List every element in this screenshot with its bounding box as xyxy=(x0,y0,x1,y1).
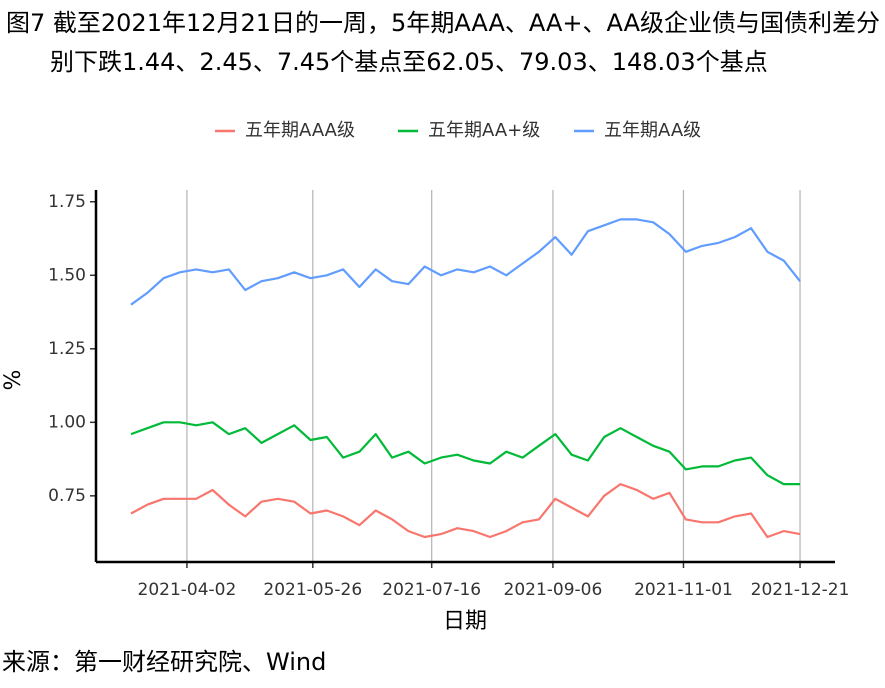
y-axis-label: % xyxy=(1,370,26,391)
x-tick-label: 2021-05-26 xyxy=(263,580,362,600)
y-tick-label: 0.75 xyxy=(48,486,86,506)
y-tick-label: 1.25 xyxy=(48,339,86,359)
x-tick-label: 2021-12-21 xyxy=(751,580,850,600)
series-line xyxy=(130,421,800,486)
x-tick-label: 2021-07-16 xyxy=(382,580,481,600)
series-line xyxy=(130,483,801,539)
x-tick-label: 2021-09-06 xyxy=(504,580,603,600)
legend-label: 五年期AA级 xyxy=(604,120,701,141)
series-line xyxy=(130,218,801,306)
x-tick-label: 2021-11-01 xyxy=(634,580,733,600)
x-tick-label: 2021-04-02 xyxy=(138,580,237,600)
y-tick-label: 1.00 xyxy=(48,412,86,432)
x-axis-label: 日期 xyxy=(443,609,487,634)
y-tick-label: 1.75 xyxy=(48,192,86,212)
y-tick-label: 1.50 xyxy=(48,265,86,285)
chart-title: 图7 截至2021年12月21日的一周，5年期AAA、AA+、AA级企业债与国债… xyxy=(6,9,881,76)
legend-label: 五年期AAA级 xyxy=(245,120,355,141)
source: 来源：第一财经研究院、Wind xyxy=(2,648,327,676)
legend-label: 五年期AA+级 xyxy=(428,120,540,141)
